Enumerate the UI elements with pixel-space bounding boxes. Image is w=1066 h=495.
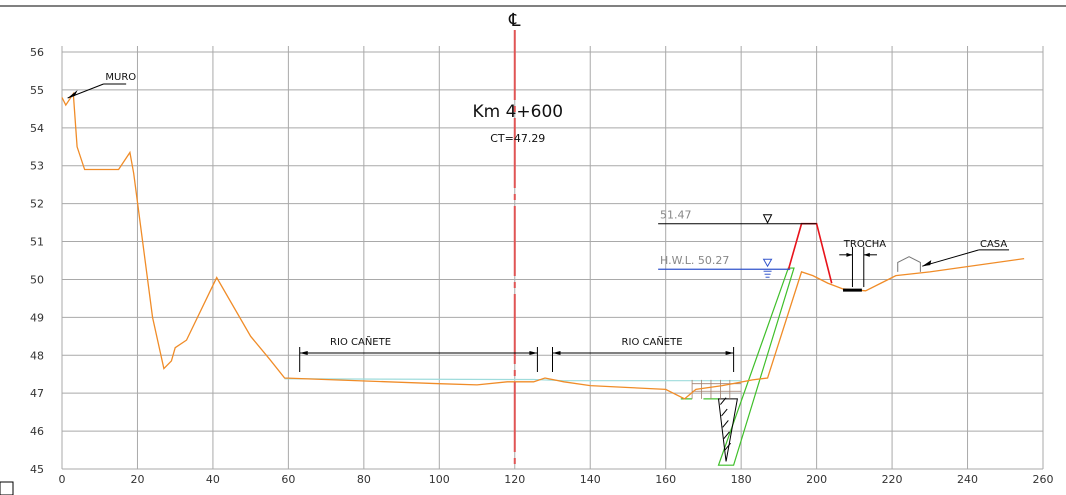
hatch-line — [722, 420, 729, 428]
hatch-line — [724, 442, 731, 451]
house-icon — [897, 249, 1010, 272]
toe-excavation — [680, 267, 795, 466]
hatch-line — [723, 431, 730, 439]
x-tick-label: 60 — [281, 473, 295, 486]
level-triangle-icon — [762, 214, 773, 224]
grid — [61, 46, 1044, 470]
corner-box — [0, 481, 14, 495]
rio-label-right: RIO CAÑETE — [622, 335, 683, 348]
x-tick-label: 200 — [806, 473, 827, 486]
y-tick-label: 46 — [30, 425, 44, 438]
arrowhead — [922, 260, 932, 267]
water-level-triangle — [762, 258, 773, 268]
y-tick-label: 47 — [30, 387, 44, 400]
house-outline — [897, 256, 921, 272]
y-tick-label: 53 — [30, 160, 44, 173]
arrowhead — [846, 252, 853, 257]
hatch-wedge — [717, 398, 738, 462]
y-tick-label: 51 — [30, 236, 44, 249]
ct-label: CT=47.29 — [490, 132, 545, 145]
trocha-label: TROCHA — [843, 239, 886, 250]
water-level-icon — [762, 258, 773, 278]
x-tick-label: 140 — [580, 473, 601, 486]
rio-label-left: RIO CAÑETE — [330, 335, 391, 348]
muro-label: MURO — [105, 72, 136, 83]
crest-level-label: 51.47 — [660, 209, 692, 222]
hwl-label: H.W.L. 50.27 — [660, 254, 729, 267]
y-axis-ticks: 45 46 47 48 49 50 51 52 53 54 55 56 — [30, 46, 44, 476]
trocha-callout — [839, 246, 877, 292]
y-tick-label: 49 — [30, 311, 44, 324]
y-tick-label: 52 — [30, 198, 44, 211]
hatch-line — [720, 397, 727, 405]
x-axis-ticks: 0 20 40 60 80 100 120 140 160 180 200 220 240 260 — [59, 473, 1054, 486]
x-tick-label: 160 — [655, 473, 676, 486]
x-tick-label: 80 — [357, 473, 371, 486]
x-tick-label: 220 — [882, 473, 903, 486]
x-tick-label: 100 — [429, 473, 450, 486]
leader-arrow-icon — [922, 249, 979, 267]
x-tick-label: 240 — [957, 473, 978, 486]
y-tick-label: 54 — [30, 122, 44, 135]
rio-dimension-right — [552, 347, 735, 372]
casa-label: CASA — [980, 239, 1007, 250]
muro-callout: MURO — [67, 72, 136, 99]
excavation-outline — [717, 267, 795, 466]
arrowhead — [299, 351, 308, 355]
arrowhead — [863, 252, 870, 257]
x-tick-label: 180 — [731, 473, 752, 486]
arrowhead — [725, 351, 734, 355]
water-surface-line — [284, 378, 742, 382]
arrowhead — [552, 351, 561, 355]
x-tick-label: 0 — [59, 473, 66, 486]
y-tick-label: 48 — [30, 349, 44, 362]
y-tick-label: 55 — [30, 84, 44, 97]
y-tick-label: 50 — [30, 273, 44, 286]
hatch-line — [721, 408, 728, 417]
arrowhead — [67, 90, 78, 98]
x-tick-label: 260 — [1033, 473, 1054, 486]
y-tick-label: 45 — [30, 463, 44, 476]
x-tick-label: 120 — [504, 473, 525, 486]
x-tick-label: 40 — [206, 473, 220, 486]
station-label: Km 4+600 — [472, 102, 563, 122]
ground-profile-line — [61, 91, 1025, 400]
x-tick-label: 20 — [130, 473, 144, 486]
centerline-symbol: ℄ — [508, 10, 521, 31]
arrowhead — [529, 351, 538, 355]
rio-dimension-left — [299, 347, 538, 372]
y-tick-label: 56 — [30, 46, 44, 59]
